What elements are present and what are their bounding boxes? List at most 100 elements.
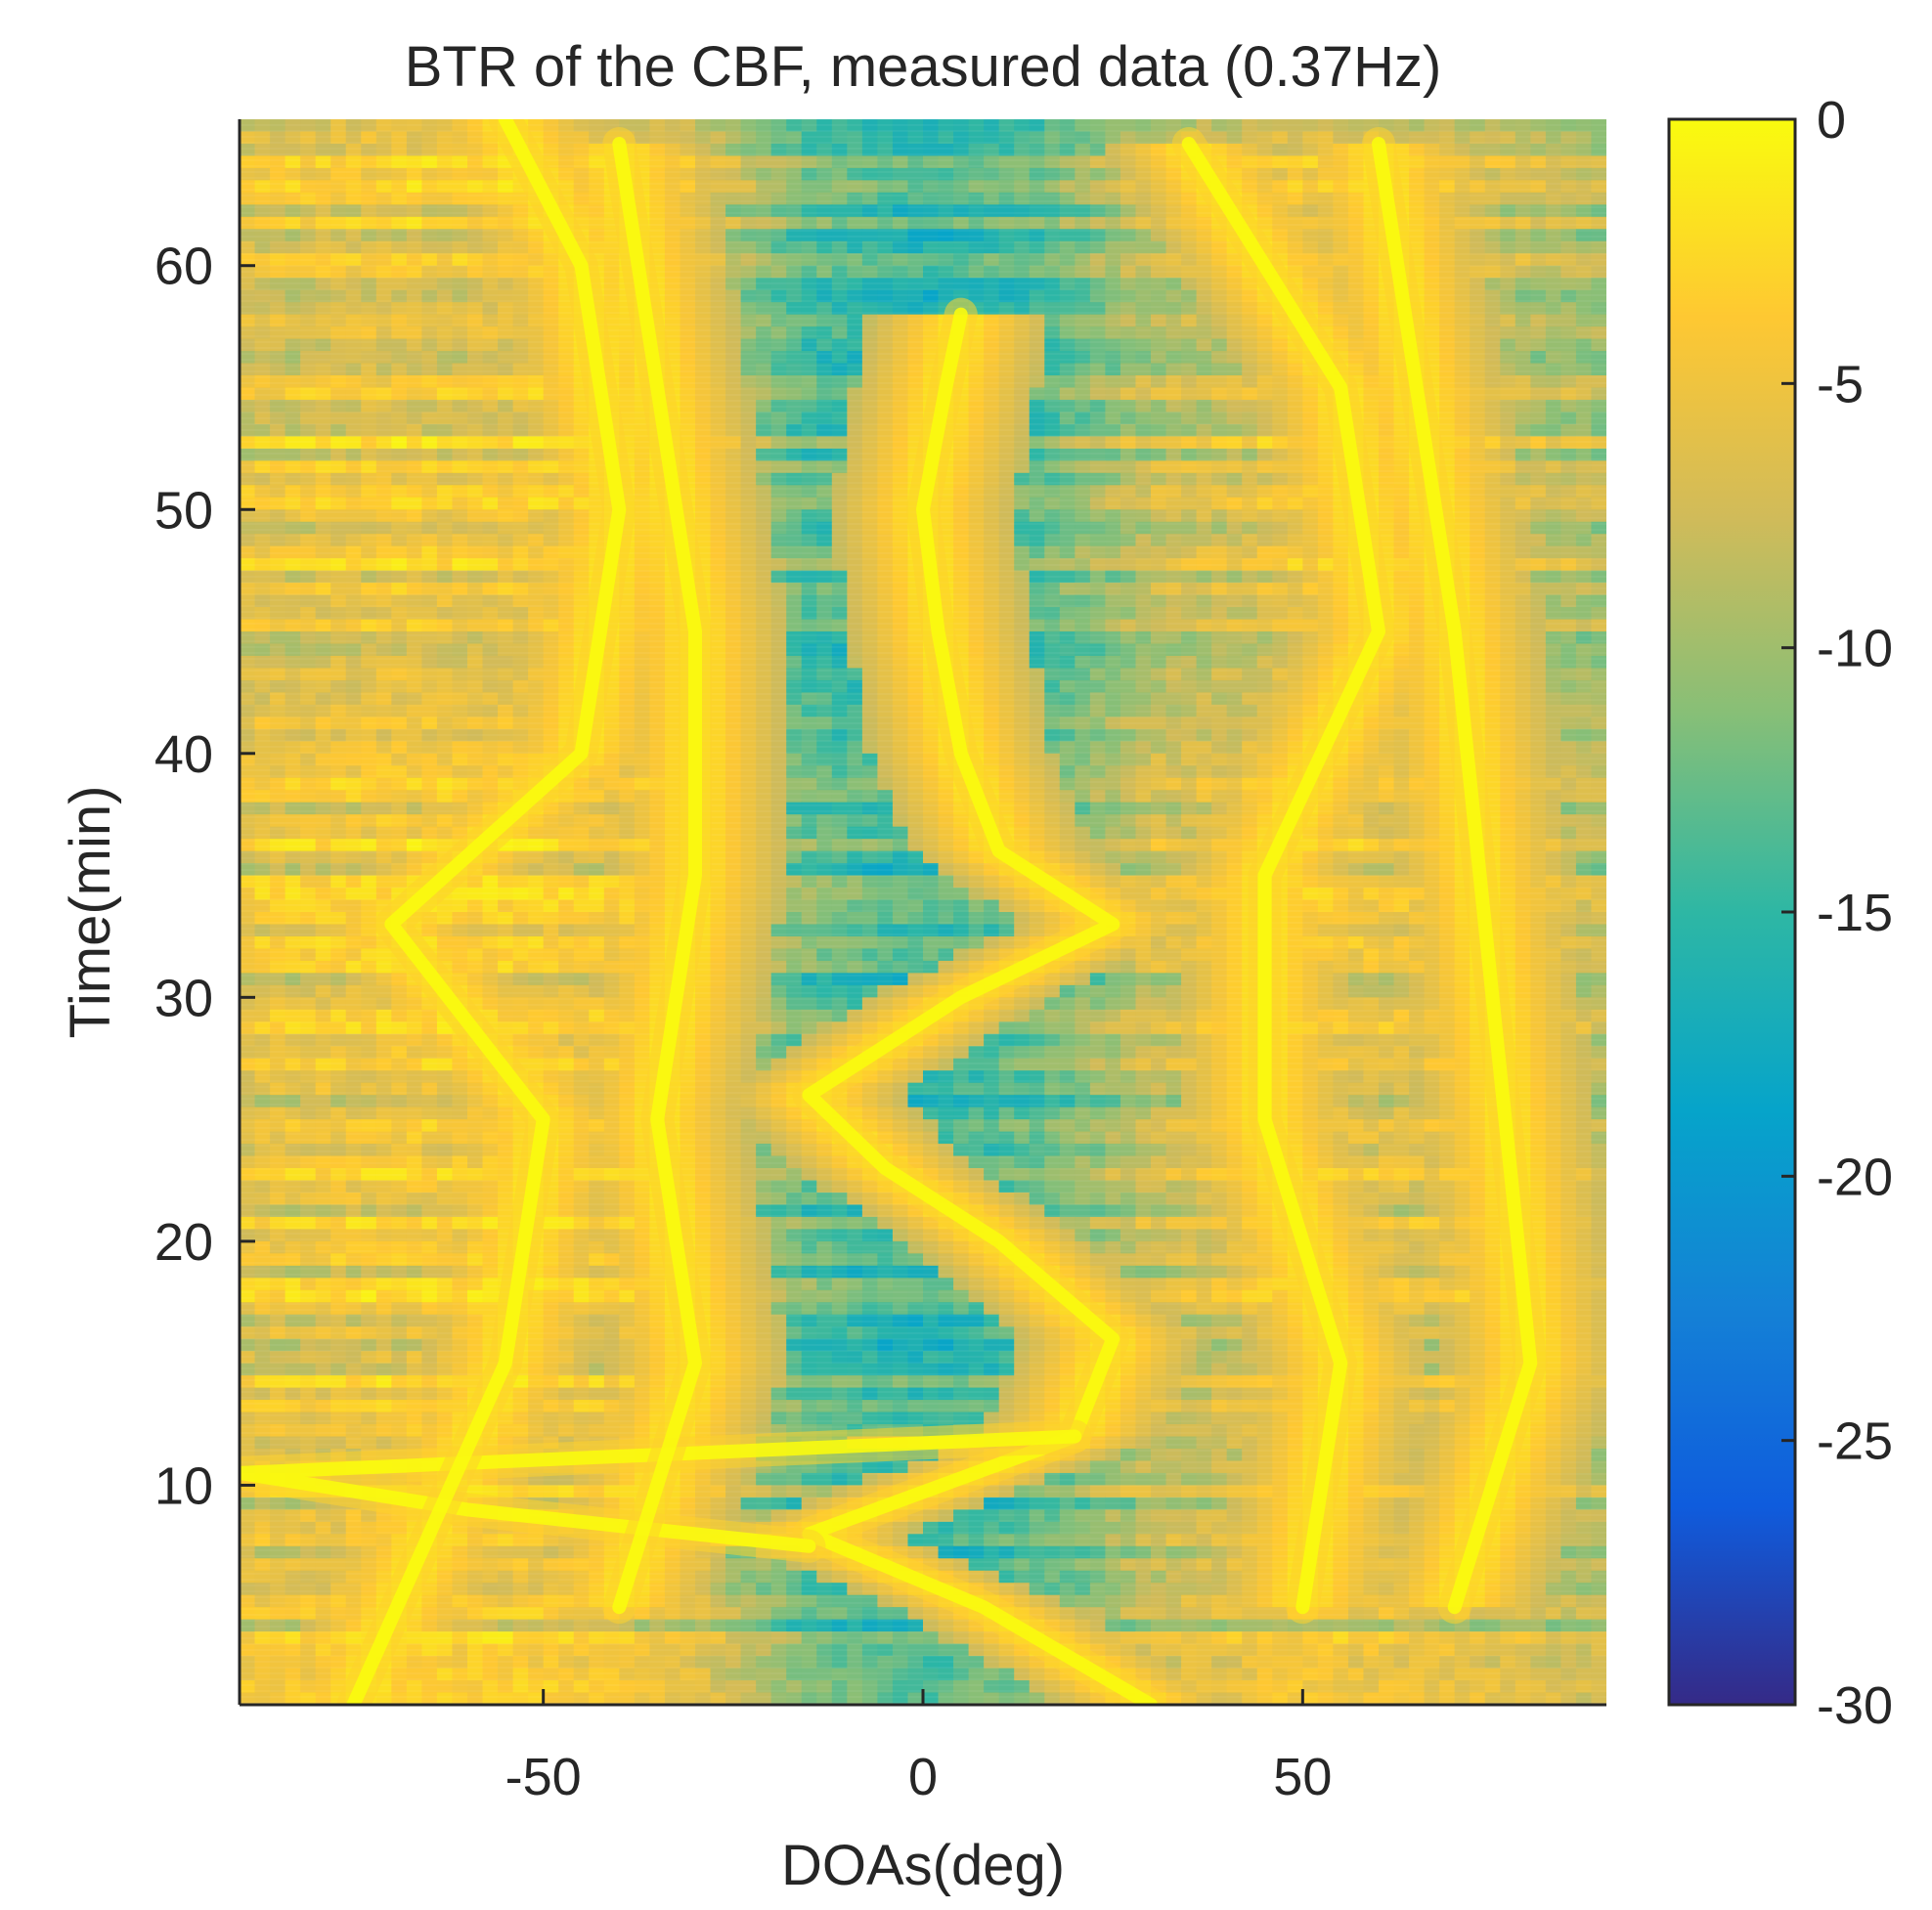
heatmap-cell [1181,363,1198,376]
heatmap-cell [619,399,636,413]
heatmap-cell [1287,363,1303,376]
heatmap-cell [1287,509,1303,523]
heatmap-cell [528,375,545,389]
heatmap-cell [1044,655,1061,670]
heatmap-cell [1029,216,1045,230]
heatmap-cell [1120,485,1137,499]
heatmap-cell [664,326,681,340]
heatmap-cell [786,326,803,340]
heatmap-cell [482,497,499,510]
heatmap-cell [421,253,438,267]
heatmap-cell [1165,412,1182,425]
heatmap-cell [330,253,347,267]
heatmap-cell [1484,265,1501,279]
heatmap-cell [1363,253,1380,267]
heatmap-cell [345,399,362,413]
heatmap-cell [467,790,484,803]
heatmap-cell [756,216,772,230]
heatmap-cell [680,192,696,205]
heatmap-cell [1029,289,1045,303]
heatmap-cell [391,387,408,401]
heatmap-cell [467,704,484,717]
heatmap-cell [254,180,271,194]
heatmap-cell [1379,485,1395,499]
heatmap-cell [1059,253,1076,267]
heatmap-cell [831,229,848,242]
heatmap-cell [1454,351,1471,365]
heatmap-cell [907,167,924,181]
heatmap-cell [391,192,408,205]
heatmap-cell [756,314,772,327]
heatmap-cell [345,302,362,316]
heatmap-cell [710,643,726,657]
heatmap-cell [1287,143,1303,157]
heatmap-cell [1105,412,1121,425]
heatmap-cell [1089,485,1106,499]
heatmap-cell [1560,326,1577,340]
heatmap-cell [1120,387,1137,401]
heatmap-cell [1211,302,1228,316]
heatmap-cell [406,302,422,316]
heatmap-cell [391,631,408,645]
heatmap-cell [923,278,940,291]
heatmap-cell [1347,314,1365,327]
heatmap-cell [1075,375,1091,389]
heatmap-cell [361,278,377,291]
heatmap-cell [361,302,377,316]
heatmap-cell [619,741,636,755]
heatmap-cell [1484,143,1501,157]
heatmap-cell [467,375,484,389]
heatmap-cell [1256,741,1273,755]
heatmap-cell [285,485,301,499]
heatmap-cell [770,387,787,401]
heatmap-cell [907,631,924,645]
heatmap-cell [816,655,833,670]
heatmap-cell [1530,229,1547,242]
heatmap-cell [1393,668,1410,681]
heatmap-cell [968,412,985,425]
heatmap-cell [406,387,422,401]
heatmap-cell [1500,192,1516,205]
heatmap-cell [1484,229,1501,242]
heatmap-cell [1135,216,1152,230]
heatmap-cell [406,314,422,327]
heatmap-cell [254,509,271,523]
heatmap-cell [786,631,803,645]
heatmap-cell [649,155,666,169]
heatmap-cell [770,278,787,291]
heatmap-cell [1393,619,1410,632]
heatmap-cell [998,643,1015,657]
heatmap-cell [968,668,985,681]
heatmap-cell [1560,278,1577,291]
heatmap-cell [1470,399,1486,413]
heatmap-cell [1014,545,1031,559]
heatmap-cell [240,387,256,401]
heatmap-cell [1575,314,1593,327]
heatmap-cell [270,253,286,267]
heatmap-cell [1044,545,1061,559]
heatmap-cell [1575,338,1593,352]
heatmap-cell [680,265,696,279]
heatmap-cell [786,619,803,632]
heatmap-cell [923,289,940,303]
heatmap-cell [1181,497,1198,510]
heatmap-cell [498,216,514,230]
heatmap-cell [1545,278,1561,291]
heatmap-cell [831,497,848,510]
heatmap-cell [1029,704,1045,717]
heatmap-cell [1075,704,1091,717]
heatmap-cell [254,497,271,510]
heatmap-cell [619,668,636,681]
heatmap-cell [831,485,848,499]
heatmap-cell [1014,131,1031,145]
heatmap-cell [1089,412,1106,425]
heatmap-cell [1591,655,1606,670]
heatmap-cell [391,119,408,133]
heatmap-cell [1591,314,1606,327]
heatmap-cell [1196,583,1212,596]
heatmap-cell [345,583,362,596]
heatmap-cell [1591,668,1606,681]
heatmap-cell [1530,302,1547,316]
heatmap-cell [1409,155,1426,169]
heatmap-cell [375,338,392,352]
